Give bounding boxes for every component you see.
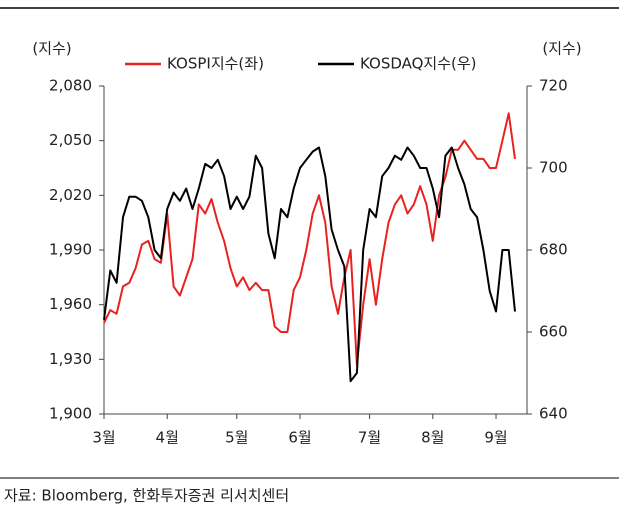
x-tick-label: 9월 xyxy=(484,429,507,447)
y2-tick-label: 700 xyxy=(539,159,568,177)
y-tick-label: 1,930 xyxy=(49,350,92,368)
series-line xyxy=(103,146,516,383)
source-note: 자료: Bloomberg, 한화투자증권 리서치센터 xyxy=(4,487,289,505)
x-tick-label: 7월 xyxy=(358,429,381,447)
y2-tick-label: 660 xyxy=(539,323,568,341)
y-tick-label: 2,020 xyxy=(49,186,92,204)
y-tick-label: 1,900 xyxy=(49,405,92,423)
y-tick-label: 1,990 xyxy=(49,241,92,259)
y2-axis-label: (지수) xyxy=(542,40,581,58)
x-tick-label: 5월 xyxy=(225,429,248,447)
x-tick-label: 4월 xyxy=(156,429,179,447)
y-tick-label: 1,960 xyxy=(49,295,92,313)
y2-tick-label: 640 xyxy=(539,405,568,423)
y-tick-label: 2,080 xyxy=(49,77,92,95)
y-tick-label: 2,050 xyxy=(49,131,92,149)
x-tick-label: 8월 xyxy=(421,429,444,447)
y2-tick-label: 720 xyxy=(539,77,568,95)
x-tick-label: 6월 xyxy=(288,429,311,447)
series-line xyxy=(103,112,516,366)
legend-label: KOSDAQ지수(우) xyxy=(360,55,477,73)
y2-tick-label: 680 xyxy=(539,241,568,259)
x-tick-label: 3월 xyxy=(92,429,115,447)
y-axis-label: (지수) xyxy=(32,40,71,58)
legend-label: KOSPI지수(좌) xyxy=(167,55,264,73)
